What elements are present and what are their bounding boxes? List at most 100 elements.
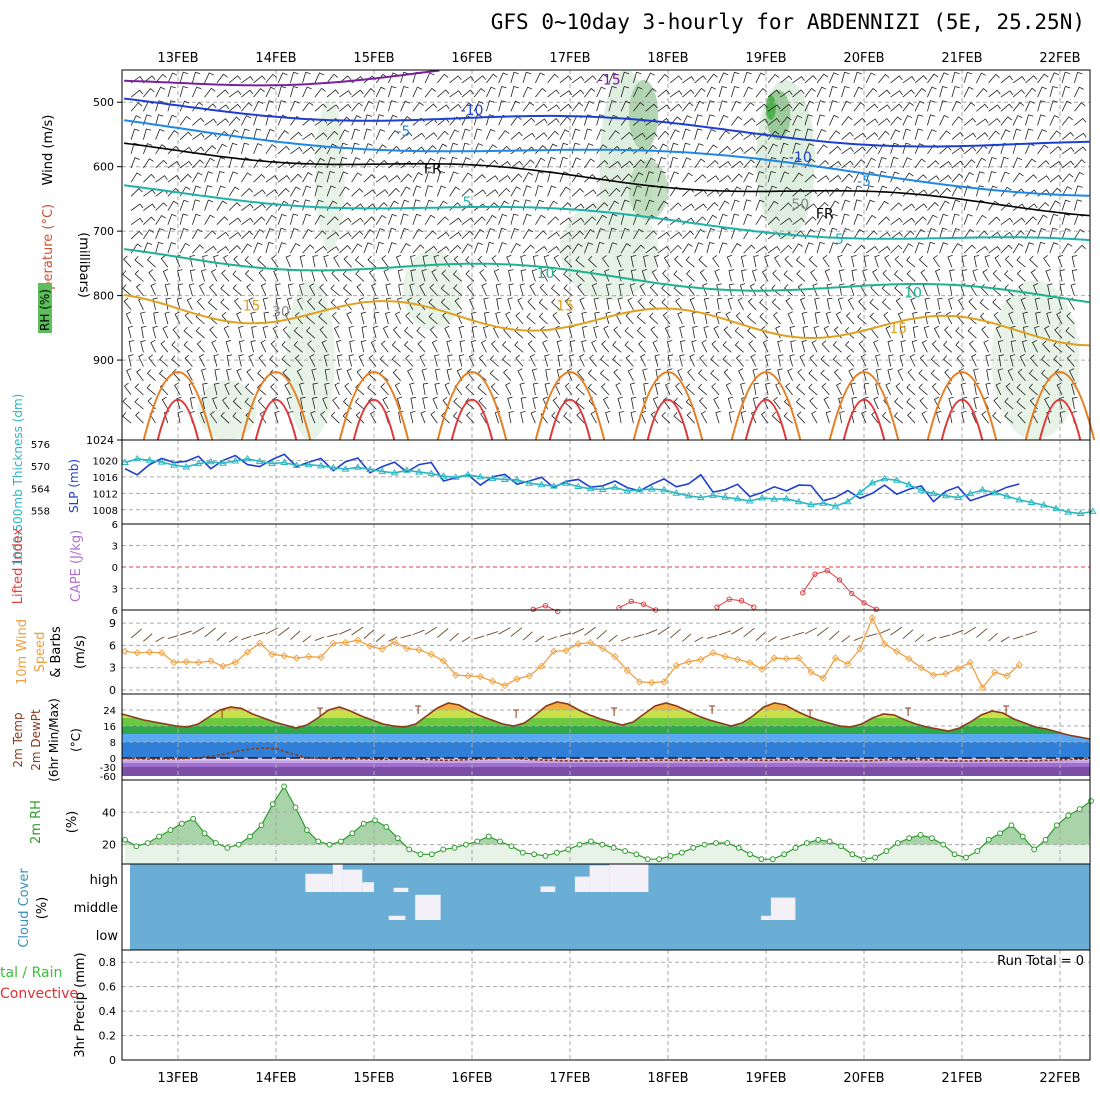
surface-isotherm-25: [450, 398, 494, 441]
wind-barb: [682, 89, 695, 98]
wind10m-marker: [1003, 672, 1011, 680]
thickness-marker: [647, 485, 656, 492]
wind-barb: [1072, 396, 1078, 410]
wind10m-marker: [256, 639, 264, 647]
temp-band: [122, 710, 1090, 718]
wind-barb: [743, 86, 753, 98]
wind-barb: [1028, 383, 1038, 396]
wind-barb: [216, 130, 229, 140]
wind-barb: [539, 283, 548, 296]
wind-barb: [718, 200, 730, 211]
wind-barb: [853, 159, 866, 169]
top-date-label: 13FEB: [157, 51, 198, 66]
wind-barb: [172, 368, 181, 381]
wind-barb: [1037, 73, 1049, 84]
contour-label: 50: [791, 197, 809, 213]
wind-barb: [400, 116, 412, 126]
temp-band: [122, 718, 1090, 726]
wind-barb: [571, 188, 584, 197]
wind10m-marker: [917, 664, 925, 672]
wind-barb: [981, 326, 989, 339]
wind-barb: [630, 269, 637, 282]
wind-barb: [939, 213, 949, 225]
wind-barb: [1012, 188, 1025, 197]
wind-barb: [661, 411, 671, 424]
wind-barb: [204, 145, 217, 155]
wind-barb: [710, 355, 720, 367]
wind-barb: [865, 214, 877, 225]
wind-barb: [363, 229, 375, 240]
wind-barb: [792, 172, 804, 183]
wind-barb: [192, 244, 204, 254]
wind-barb: [1012, 102, 1025, 112]
wind-barb: [259, 410, 267, 424]
wind-barb: [648, 298, 659, 311]
wind-barb: [391, 341, 401, 353]
thickness-marker: [255, 457, 264, 464]
wind-barb: [130, 157, 140, 169]
wind-barb: [358, 354, 365, 367]
lifted-index-marker: [555, 608, 561, 615]
wind-barb: [290, 227, 299, 240]
wind-barb: [204, 230, 217, 240]
wind-barb: [700, 410, 708, 424]
wind-barb: [228, 245, 241, 254]
wind-barb: [939, 242, 949, 254]
wind-barb: [725, 382, 732, 396]
wind-barb: [486, 100, 495, 112]
wind-barb: [192, 199, 201, 211]
wind-barb: [395, 254, 402, 268]
wind-barb: [902, 142, 911, 154]
wind-barb: [1037, 241, 1046, 254]
wind-barb: [391, 355, 401, 367]
wind-barb: [498, 187, 511, 197]
wind-barb: [682, 115, 692, 126]
wind-barb: [552, 396, 561, 410]
wind-barb: [857, 312, 867, 325]
legend-wind-label: Wind (m/s): [41, 115, 56, 186]
wind-barb: [155, 100, 164, 112]
wind-barb: [452, 270, 463, 282]
wind-barb: [797, 283, 806, 296]
wind10m-barb: [412, 629, 425, 636]
wind-barb: [128, 354, 134, 367]
wind-barb: [431, 269, 438, 282]
wind-barb: [851, 255, 857, 268]
wind-barb: [1030, 269, 1038, 282]
wind-barb: [976, 88, 988, 98]
wind-barb: [522, 244, 535, 254]
wind-barb: [225, 340, 232, 353]
wind-barb: [890, 129, 901, 140]
wind-barb: [728, 411, 735, 424]
wind-barb: [780, 90, 793, 98]
wind-barb: [844, 326, 855, 339]
wind-barb: [375, 214, 387, 225]
pressure-axis-label: (millibars): [76, 232, 91, 298]
wind-barb: [228, 103, 242, 112]
wind-barb: [682, 128, 691, 140]
wind-barb: [300, 396, 306, 410]
rh-shading: [628, 80, 659, 150]
wind-barb: [542, 339, 548, 353]
rh2m-marker: [406, 846, 413, 853]
wind-barb: [919, 354, 928, 367]
wind-barb: [419, 354, 426, 367]
thickness-marker: [268, 459, 276, 467]
wind-barb: [232, 397, 242, 410]
wind-barb: [976, 132, 989, 140]
wind10m-marker: [292, 654, 301, 662]
wind10m-barb: [204, 627, 216, 638]
wind-barb: [167, 227, 176, 240]
wind-barb: [988, 89, 1001, 98]
wind-barb: [976, 171, 985, 183]
wind-barb: [143, 88, 155, 98]
wind-barb: [735, 312, 744, 325]
rh2m-marker: [769, 856, 776, 863]
wind-barb: [122, 270, 132, 282]
temp-band: [122, 758, 1090, 761]
wind-barb: [1053, 341, 1063, 353]
wind10m-barb: [143, 633, 153, 642]
wind-barb: [202, 382, 208, 395]
wind-barb: [1074, 71, 1083, 84]
